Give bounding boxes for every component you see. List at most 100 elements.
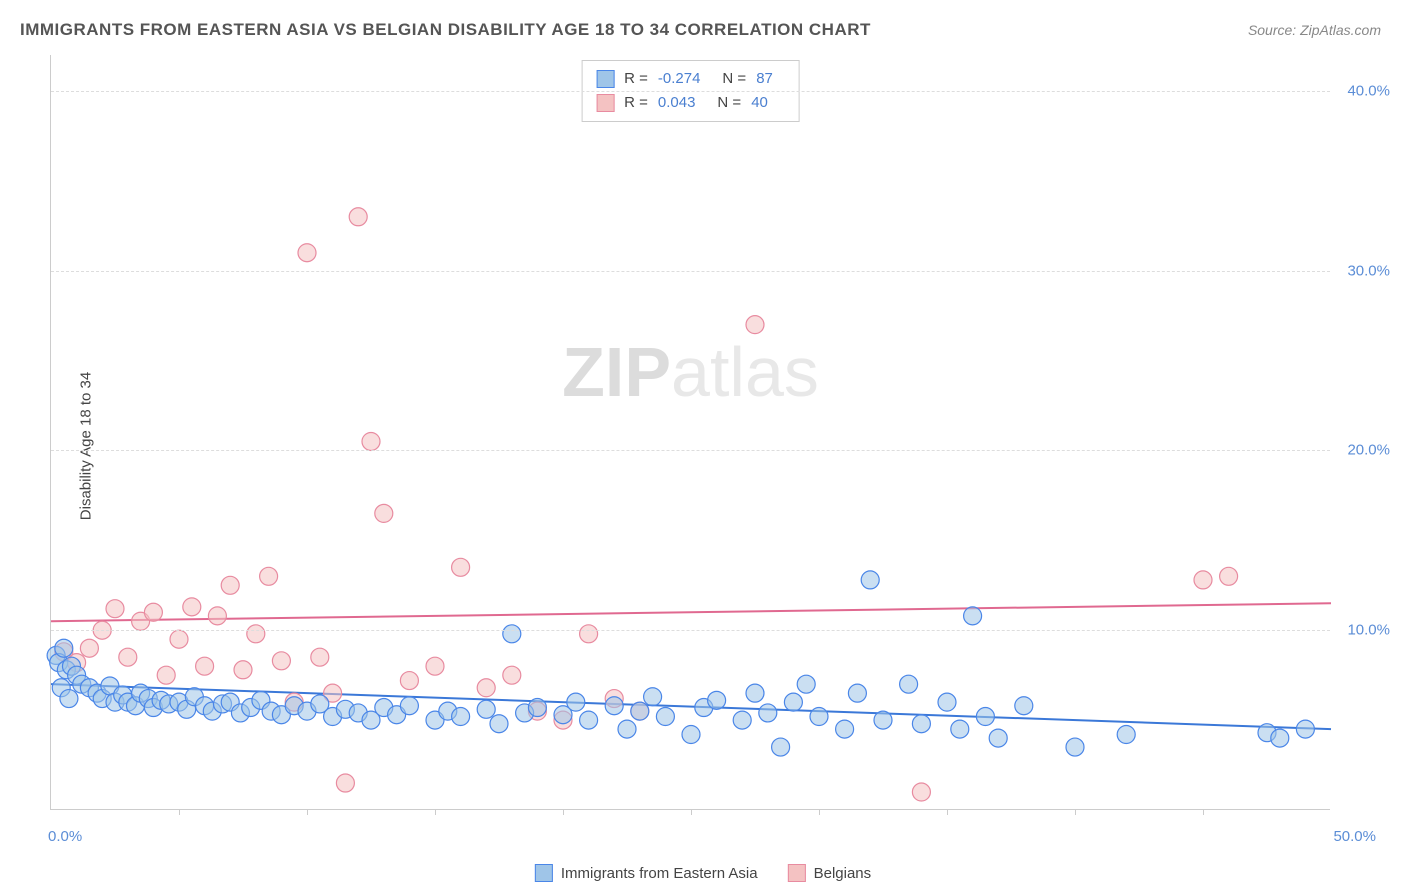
gridline bbox=[51, 630, 1330, 631]
data-point bbox=[1271, 729, 1289, 747]
data-point bbox=[912, 783, 930, 801]
data-point bbox=[452, 708, 470, 726]
data-point bbox=[631, 702, 649, 720]
data-point bbox=[1117, 726, 1135, 744]
data-point bbox=[1220, 567, 1238, 585]
x-tick bbox=[307, 809, 308, 815]
data-point bbox=[400, 672, 418, 690]
data-point bbox=[1194, 571, 1212, 589]
data-point bbox=[119, 648, 137, 666]
data-point bbox=[938, 693, 956, 711]
data-point bbox=[208, 607, 226, 625]
data-point bbox=[362, 432, 380, 450]
x-axis-max-label: 50.0% bbox=[1333, 828, 1376, 845]
data-point bbox=[784, 693, 802, 711]
x-tick bbox=[691, 809, 692, 815]
data-point bbox=[426, 657, 444, 675]
data-point bbox=[503, 625, 521, 643]
data-point bbox=[298, 244, 316, 262]
data-point bbox=[772, 738, 790, 756]
chart-title: IMMIGRANTS FROM EASTERN ASIA VS BELGIAN … bbox=[20, 20, 871, 40]
data-point bbox=[260, 567, 278, 585]
r-label: R = bbox=[624, 67, 648, 91]
r-label: R = bbox=[624, 91, 648, 115]
data-point bbox=[605, 697, 623, 715]
data-point bbox=[375, 504, 393, 522]
bottom-legend: Immigrants from Eastern Asia Belgians bbox=[535, 864, 871, 882]
data-point bbox=[682, 726, 700, 744]
data-point bbox=[976, 708, 994, 726]
data-point bbox=[797, 675, 815, 693]
data-point bbox=[759, 704, 777, 722]
y-tick-label: 20.0% bbox=[1347, 442, 1390, 459]
legend-label: Immigrants from Eastern Asia bbox=[561, 865, 758, 882]
n-value: 40 bbox=[751, 91, 768, 115]
data-point bbox=[810, 708, 828, 726]
legend-label: Belgians bbox=[814, 865, 872, 882]
data-point bbox=[80, 639, 98, 657]
data-point bbox=[503, 666, 521, 684]
y-tick-label: 40.0% bbox=[1347, 82, 1390, 99]
data-point bbox=[234, 661, 252, 679]
n-label: N = bbox=[722, 67, 746, 91]
data-point bbox=[567, 693, 585, 711]
legend-swatch bbox=[596, 94, 614, 112]
x-tick bbox=[1203, 809, 1204, 815]
x-tick bbox=[563, 809, 564, 815]
data-point bbox=[746, 316, 764, 334]
data-point bbox=[964, 607, 982, 625]
legend-swatch bbox=[535, 864, 553, 882]
data-point bbox=[874, 711, 892, 729]
data-point bbox=[618, 720, 636, 738]
data-point bbox=[708, 691, 726, 709]
data-point bbox=[733, 711, 751, 729]
bottom-legend-item: Belgians bbox=[788, 864, 872, 882]
data-point bbox=[1066, 738, 1084, 756]
y-tick-label: 30.0% bbox=[1347, 262, 1390, 279]
r-value: -0.274 bbox=[658, 67, 701, 91]
data-point bbox=[836, 720, 854, 738]
chart-plot-area: ZIPatlas R =-0.274N =87R =0.043N =40 10.… bbox=[50, 55, 1330, 810]
data-point bbox=[848, 684, 866, 702]
data-point bbox=[311, 648, 329, 666]
data-point bbox=[106, 600, 124, 618]
data-point bbox=[580, 711, 598, 729]
data-point bbox=[272, 652, 290, 670]
data-point bbox=[336, 774, 354, 792]
x-tick bbox=[179, 809, 180, 815]
source-attribution: Source: ZipAtlas.com bbox=[1248, 22, 1381, 38]
data-point bbox=[900, 675, 918, 693]
data-point bbox=[477, 679, 495, 697]
x-tick bbox=[435, 809, 436, 815]
legend-swatch bbox=[788, 864, 806, 882]
data-point bbox=[528, 699, 546, 717]
data-point bbox=[490, 715, 508, 733]
data-point bbox=[196, 657, 214, 675]
data-point bbox=[247, 625, 265, 643]
data-point bbox=[55, 639, 73, 657]
gridline bbox=[51, 91, 1330, 92]
data-point bbox=[580, 625, 598, 643]
x-tick bbox=[947, 809, 948, 815]
data-point bbox=[656, 708, 674, 726]
data-point bbox=[644, 688, 662, 706]
data-point bbox=[746, 684, 764, 702]
data-point bbox=[157, 666, 175, 684]
data-point bbox=[1015, 697, 1033, 715]
stats-legend-row: R = 0.043 N = 40 bbox=[596, 91, 785, 115]
data-point bbox=[400, 697, 418, 715]
gridline bbox=[51, 271, 1330, 272]
x-tick bbox=[819, 809, 820, 815]
data-point bbox=[1296, 720, 1314, 738]
gridline bbox=[51, 450, 1330, 451]
x-axis-min-label: 0.0% bbox=[48, 828, 82, 845]
legend-swatch bbox=[596, 70, 614, 88]
n-label: N = bbox=[717, 91, 741, 115]
x-tick bbox=[1075, 809, 1076, 815]
data-point bbox=[912, 715, 930, 733]
data-point bbox=[221, 576, 239, 594]
trend-line bbox=[51, 603, 1331, 621]
scatter-svg bbox=[51, 55, 1330, 809]
r-value: 0.043 bbox=[658, 91, 696, 115]
data-point bbox=[170, 630, 188, 648]
